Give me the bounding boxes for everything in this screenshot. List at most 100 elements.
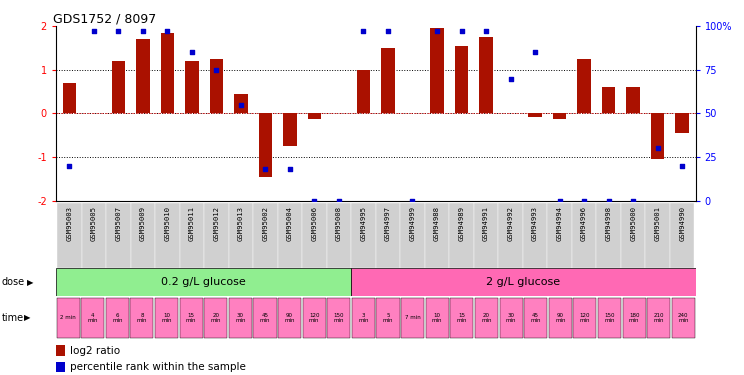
Bar	[475, 298, 498, 338]
Text: 10
min: 10 min	[161, 313, 172, 323]
Bar	[82, 202, 106, 268]
Point	[88, 28, 100, 34]
Bar	[155, 298, 178, 338]
Bar	[577, 59, 591, 113]
Text: GSM95003: GSM95003	[66, 206, 72, 241]
Bar	[450, 298, 473, 338]
Text: ▶: ▶	[27, 278, 33, 286]
Text: GSM95008: GSM95008	[336, 206, 342, 241]
Bar	[602, 87, 615, 113]
Bar	[228, 202, 253, 268]
Point	[480, 28, 492, 34]
Bar	[57, 202, 82, 268]
Text: GSM95011: GSM95011	[189, 206, 195, 241]
Text: GSM94995: GSM94995	[360, 206, 367, 241]
Point	[161, 28, 173, 34]
Bar	[259, 113, 272, 177]
Bar	[57, 298, 80, 338]
Text: 20
min: 20 min	[211, 313, 221, 323]
Point	[112, 28, 124, 34]
Text: GSM95001: GSM95001	[655, 206, 661, 241]
Text: GSM95010: GSM95010	[164, 206, 170, 241]
Point	[406, 198, 418, 204]
Text: 7 min: 7 min	[405, 315, 420, 320]
Bar	[499, 298, 522, 338]
Bar	[112, 61, 125, 113]
Bar	[327, 202, 351, 268]
Text: GSM95013: GSM95013	[238, 206, 244, 241]
Point	[284, 166, 296, 172]
Bar	[204, 202, 228, 268]
Bar	[572, 202, 597, 268]
Text: 150
min: 150 min	[333, 313, 344, 323]
Point	[211, 67, 222, 73]
Bar	[234, 94, 248, 113]
Bar	[528, 113, 542, 117]
Bar	[479, 37, 493, 113]
Bar	[676, 113, 689, 133]
Text: 2 min: 2 min	[60, 315, 76, 320]
Text: GSM94988: GSM94988	[434, 206, 440, 241]
Bar	[204, 298, 228, 338]
Bar	[548, 202, 572, 268]
Bar	[645, 202, 670, 268]
Point	[186, 50, 198, 55]
Bar	[155, 202, 179, 268]
Text: 90
min: 90 min	[555, 313, 565, 323]
Bar	[356, 70, 371, 113]
Text: GSM94991: GSM94991	[483, 206, 489, 241]
Text: ▶: ▶	[24, 314, 31, 322]
Text: GSM94989: GSM94989	[458, 206, 464, 241]
Point	[578, 198, 590, 204]
Text: 10
min: 10 min	[432, 313, 443, 323]
Bar	[670, 202, 694, 268]
Point	[333, 198, 345, 204]
Point	[235, 102, 247, 108]
Bar	[498, 202, 523, 268]
Bar	[179, 202, 204, 268]
Point	[554, 198, 565, 204]
Text: GSM95005: GSM95005	[91, 206, 97, 241]
Point	[603, 198, 615, 204]
Bar	[376, 202, 400, 268]
Text: GSM95004: GSM95004	[287, 206, 293, 241]
Bar	[598, 298, 621, 338]
Bar	[179, 298, 202, 338]
Text: 180
min: 180 min	[629, 313, 639, 323]
Bar	[210, 59, 223, 113]
Text: 90
min: 90 min	[284, 313, 295, 323]
Text: GSM95006: GSM95006	[312, 206, 318, 241]
Bar	[351, 202, 376, 268]
Text: time: time	[1, 313, 24, 323]
Bar	[56, 268, 351, 296]
Bar	[381, 48, 395, 113]
Bar	[56, 345, 65, 357]
Text: GSM95007: GSM95007	[115, 206, 121, 241]
Bar	[56, 362, 65, 372]
Bar	[623, 298, 646, 338]
Bar	[136, 39, 150, 113]
Text: 30
min: 30 min	[235, 313, 246, 323]
Text: 5
min: 5 min	[382, 313, 394, 323]
Bar	[253, 202, 278, 268]
Text: GSM94997: GSM94997	[385, 206, 391, 241]
Bar	[524, 298, 548, 338]
Bar	[474, 202, 498, 268]
Text: GSM94996: GSM94996	[581, 206, 587, 241]
Text: log2 ratio: log2 ratio	[70, 346, 120, 356]
Bar	[376, 298, 400, 338]
Text: GDS1752 / 8097: GDS1752 / 8097	[53, 12, 155, 25]
Point	[63, 163, 75, 169]
Bar	[254, 298, 277, 338]
Bar	[352, 298, 375, 338]
Text: GSM94998: GSM94998	[606, 206, 612, 241]
Bar	[672, 298, 695, 338]
Text: 6
min: 6 min	[112, 313, 123, 323]
Text: GSM95002: GSM95002	[263, 206, 269, 241]
Text: GSM95009: GSM95009	[140, 206, 146, 241]
Text: 240
min: 240 min	[678, 313, 689, 323]
Text: GSM94999: GSM94999	[409, 206, 415, 241]
Text: 3
min: 3 min	[358, 313, 369, 323]
Text: 120
min: 120 min	[309, 313, 319, 323]
Text: percentile rank within the sample: percentile rank within the sample	[70, 362, 246, 372]
